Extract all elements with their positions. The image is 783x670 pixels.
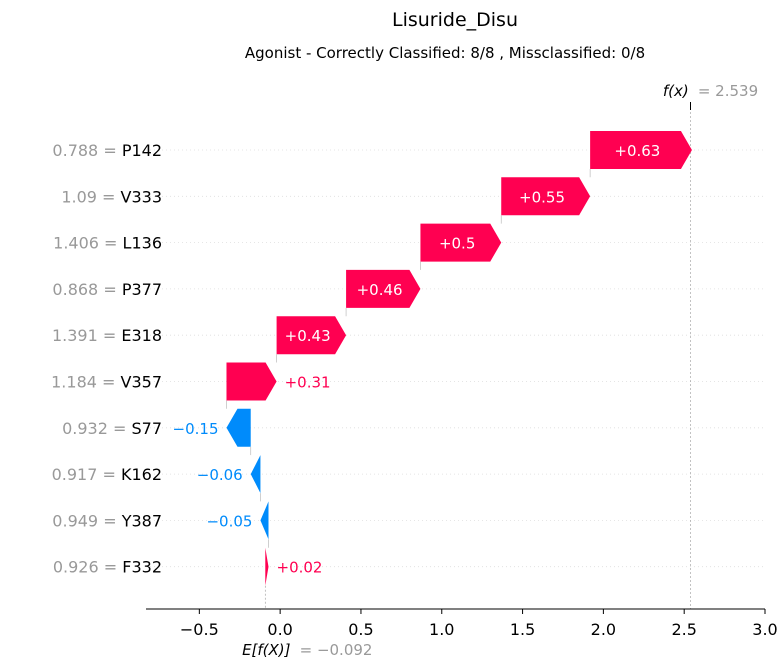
- bar-value-label: −0.05: [206, 512, 252, 530]
- feature-value: 0.868 =: [52, 280, 121, 299]
- feature-label: 0.926 = F332: [53, 558, 162, 577]
- row-gridlines: [146, 149, 765, 568]
- feature-value: 0.926 =: [53, 558, 122, 577]
- feature-label: 0.917 = K162: [52, 465, 162, 484]
- waterfall-bar: [226, 362, 277, 401]
- waterfall-bar: [420, 223, 502, 262]
- waterfall-bar: [276, 316, 347, 355]
- x-axis-ticks: −0.5 0.0 0.5 1.0 1.5 2.0 2.5 3.0: [180, 609, 778, 639]
- chart-subtitle: Agonist - Correctly Classified: 8/8 , Mi…: [245, 44, 645, 62]
- x-tick-label: 2.5: [671, 620, 696, 639]
- feature-value: 1.406 =: [53, 234, 122, 253]
- x-tick-label: 1.5: [510, 620, 535, 639]
- reference-lines: [264, 102, 691, 609]
- waterfall-bar: [346, 269, 421, 308]
- base-value-annotation: E[f(X)] = −0.092: [242, 640, 372, 659]
- feature-label: 0.788 = P142: [52, 141, 162, 160]
- output-value-text: = 2.539: [698, 82, 758, 100]
- feature-name: P377: [122, 280, 162, 299]
- feature-labels: 0.788 = P142 1.09 = V333 1.406 = L136 0.868…: [51, 141, 162, 577]
- x-tick-label: 2.0: [591, 620, 616, 639]
- bars-group: +0.63 +0.55 +0.5 +0.46 +0.43 +0.31 −0.15 −0.06 −…: [173, 131, 692, 586]
- chart-title: Lisuride_Disu: [392, 9, 518, 31]
- waterfall-bar: [501, 177, 591, 216]
- feature-name: F332: [122, 558, 162, 577]
- feature-label: 1.09 = V333: [61, 187, 162, 206]
- feature-label: 1.406 = L136: [53, 234, 162, 253]
- x-tick-label: 3.0: [752, 620, 777, 639]
- feature-label: 0.868 = P377: [52, 280, 162, 299]
- bar-value-label: +0.55: [519, 188, 565, 206]
- waterfall-bar: [250, 455, 261, 494]
- feature-name: V333: [121, 187, 162, 206]
- bar-value-label: +0.5: [439, 235, 475, 253]
- feature-label: 1.391 = E318: [52, 326, 162, 345]
- feature-name: P142: [122, 141, 162, 160]
- feature-value: 1.391 =: [52, 326, 121, 345]
- bar-value-label: −0.15: [173, 420, 219, 438]
- waterfall-bar: [265, 547, 269, 586]
- x-tick-label: 1.0: [429, 620, 454, 639]
- waterfall-bar: [260, 501, 269, 540]
- feature-value: 1.184 =: [51, 373, 120, 392]
- x-tick-label: −0.5: [180, 620, 219, 639]
- feature-value: 0.917 =: [52, 465, 121, 484]
- waterfall-bar: [590, 131, 692, 169]
- bar-value-label: −0.06: [197, 466, 243, 484]
- waterfall-bar: [226, 408, 251, 447]
- bar-value-label: +0.46: [357, 281, 403, 299]
- feature-label: 0.932 = S77: [62, 419, 162, 438]
- x-tick-label: 0.0: [267, 620, 292, 639]
- x-tick-label: 0.5: [348, 620, 373, 639]
- feature-name: E318: [121, 326, 162, 345]
- bar-value-label: +0.43: [285, 327, 331, 345]
- feature-name: Y387: [121, 511, 162, 530]
- feature-name: V357: [121, 373, 162, 392]
- output-value-label: f(x): [663, 82, 689, 100]
- feature-name: S77: [131, 419, 162, 438]
- feature-value: 0.949 =: [52, 511, 121, 530]
- output-value-annotation: f(x) = 2.539: [663, 81, 758, 100]
- feature-value: 0.932 =: [62, 419, 131, 438]
- bar-value-label: +0.02: [277, 559, 323, 577]
- base-value-text: = −0.092: [300, 641, 373, 659]
- feature-label: 1.184 = V357: [51, 373, 162, 392]
- feature-name: L136: [123, 234, 162, 253]
- feature-value: 1.09 =: [61, 187, 120, 206]
- feature-value: 0.788 =: [52, 141, 121, 160]
- bar-value-label: +0.31: [285, 374, 331, 392]
- bar-value-label: +0.63: [614, 142, 660, 160]
- feature-label: 0.949 = Y387: [52, 511, 162, 530]
- base-value-label: E[f(X)]: [242, 641, 291, 659]
- feature-name: K162: [121, 465, 162, 484]
